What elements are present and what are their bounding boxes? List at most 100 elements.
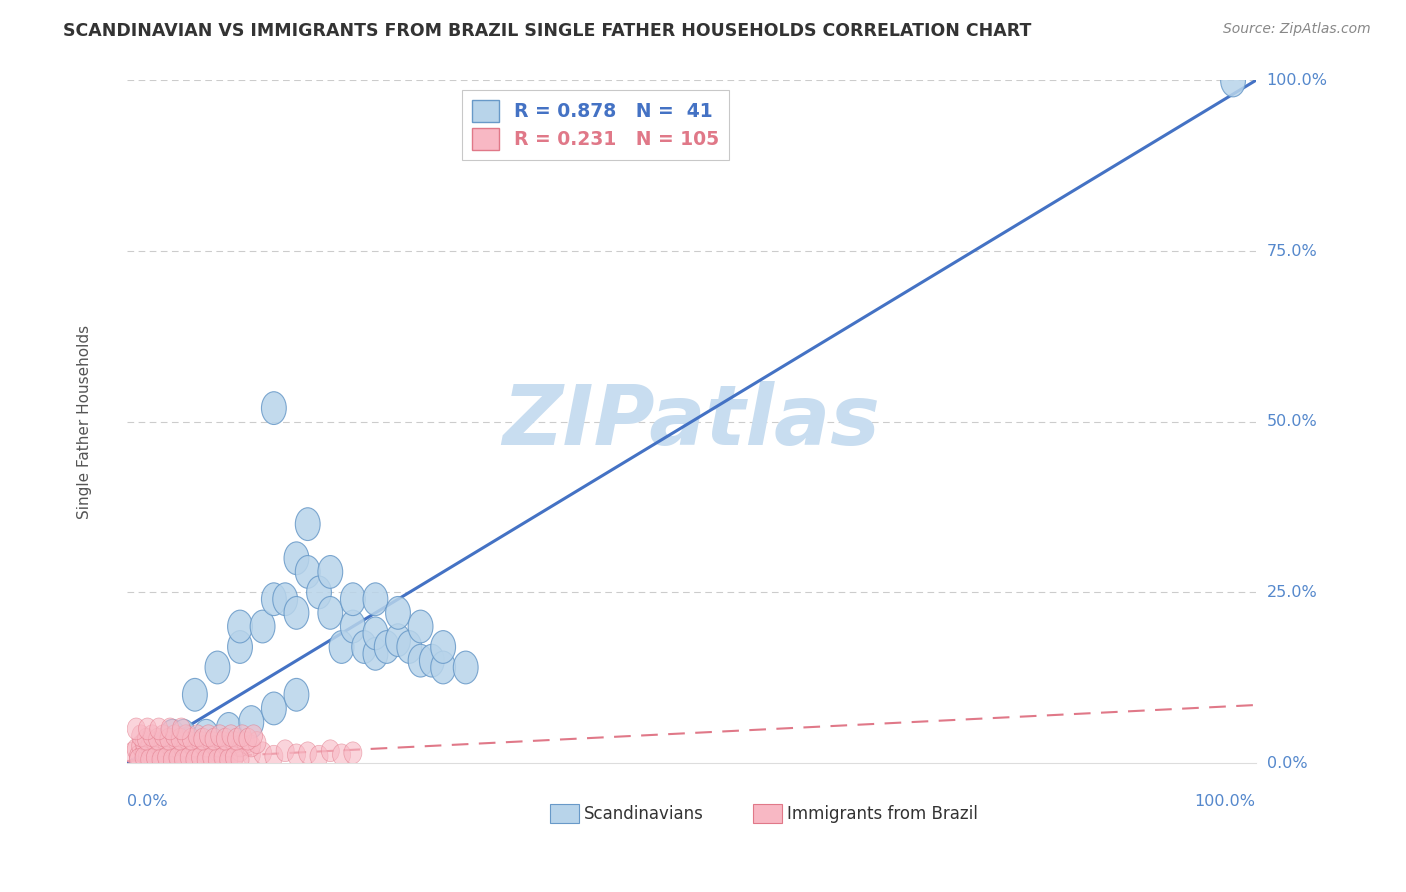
Ellipse shape (180, 742, 198, 764)
Ellipse shape (191, 731, 209, 754)
Ellipse shape (219, 748, 238, 771)
Ellipse shape (208, 748, 226, 771)
Ellipse shape (135, 742, 153, 764)
Ellipse shape (138, 728, 156, 750)
Ellipse shape (262, 692, 287, 725)
Ellipse shape (236, 731, 254, 754)
Ellipse shape (307, 576, 332, 608)
Ellipse shape (135, 731, 153, 754)
Text: ZIPatlas: ZIPatlas (502, 381, 880, 462)
Ellipse shape (152, 744, 170, 765)
Ellipse shape (162, 739, 179, 760)
Ellipse shape (141, 748, 159, 771)
Ellipse shape (160, 719, 184, 752)
Ellipse shape (129, 748, 148, 771)
Ellipse shape (295, 508, 321, 541)
Ellipse shape (197, 748, 215, 771)
Ellipse shape (214, 744, 232, 765)
Ellipse shape (202, 747, 221, 769)
Ellipse shape (149, 733, 173, 765)
Ellipse shape (127, 739, 145, 760)
Ellipse shape (385, 597, 411, 629)
Text: SCANDINAVIAN VS IMMIGRANTS FROM BRAZIL SINGLE FATHER HOUSEHOLDS CORRELATION CHAR: SCANDINAVIAN VS IMMIGRANTS FROM BRAZIL S… (63, 22, 1032, 40)
Ellipse shape (329, 631, 354, 664)
Ellipse shape (150, 718, 167, 739)
Ellipse shape (163, 744, 181, 765)
Ellipse shape (197, 742, 215, 764)
Ellipse shape (262, 392, 287, 425)
Ellipse shape (194, 728, 212, 750)
Ellipse shape (186, 735, 204, 757)
Ellipse shape (200, 725, 218, 747)
Ellipse shape (250, 610, 276, 643)
Ellipse shape (396, 631, 422, 664)
Text: Single Father Households: Single Father Households (77, 325, 91, 519)
Ellipse shape (340, 610, 366, 643)
Ellipse shape (208, 735, 226, 757)
Ellipse shape (186, 739, 204, 762)
Ellipse shape (225, 747, 243, 769)
Ellipse shape (374, 631, 399, 664)
Ellipse shape (155, 739, 173, 762)
Ellipse shape (146, 747, 165, 769)
Ellipse shape (1220, 64, 1246, 97)
Ellipse shape (205, 728, 224, 750)
Ellipse shape (430, 651, 456, 684)
Ellipse shape (214, 747, 232, 769)
Ellipse shape (298, 742, 316, 764)
Ellipse shape (166, 725, 184, 747)
Ellipse shape (163, 748, 181, 771)
Ellipse shape (222, 725, 240, 747)
Ellipse shape (309, 746, 328, 767)
FancyBboxPatch shape (550, 804, 578, 823)
Text: 50.0%: 50.0% (1267, 414, 1317, 429)
Ellipse shape (124, 742, 142, 764)
Ellipse shape (174, 744, 193, 765)
Ellipse shape (276, 739, 294, 762)
Ellipse shape (174, 735, 193, 757)
Ellipse shape (225, 731, 243, 754)
Ellipse shape (183, 679, 207, 711)
Ellipse shape (155, 725, 173, 747)
FancyBboxPatch shape (754, 804, 782, 823)
Ellipse shape (143, 725, 162, 747)
Ellipse shape (169, 731, 187, 754)
Ellipse shape (180, 747, 198, 769)
Ellipse shape (208, 739, 226, 762)
Ellipse shape (172, 728, 190, 750)
Ellipse shape (129, 746, 148, 767)
Ellipse shape (245, 725, 263, 747)
Ellipse shape (318, 597, 343, 629)
Ellipse shape (127, 718, 145, 739)
Ellipse shape (152, 748, 170, 771)
Ellipse shape (295, 556, 321, 589)
Ellipse shape (163, 735, 181, 757)
Ellipse shape (135, 747, 153, 769)
Ellipse shape (157, 747, 176, 769)
Ellipse shape (239, 706, 264, 739)
Legend: R = 0.878   N =  41, R = 0.231   N = 105: R = 0.878 N = 41, R = 0.231 N = 105 (463, 90, 728, 161)
Ellipse shape (321, 739, 339, 762)
Text: 25.0%: 25.0% (1267, 585, 1317, 600)
Ellipse shape (247, 731, 266, 754)
Ellipse shape (191, 744, 209, 765)
Ellipse shape (194, 719, 218, 752)
Ellipse shape (287, 744, 305, 765)
Ellipse shape (169, 747, 187, 769)
Ellipse shape (143, 746, 162, 767)
Ellipse shape (363, 617, 388, 649)
Ellipse shape (242, 735, 260, 757)
Ellipse shape (228, 610, 253, 643)
Ellipse shape (141, 739, 159, 760)
Ellipse shape (228, 728, 246, 750)
Ellipse shape (172, 719, 195, 752)
Ellipse shape (173, 742, 190, 764)
Ellipse shape (219, 735, 238, 757)
Ellipse shape (352, 631, 377, 664)
Ellipse shape (141, 735, 159, 757)
Ellipse shape (225, 746, 243, 767)
Ellipse shape (186, 748, 204, 771)
Ellipse shape (202, 746, 221, 767)
Ellipse shape (174, 748, 193, 771)
Ellipse shape (180, 731, 198, 754)
